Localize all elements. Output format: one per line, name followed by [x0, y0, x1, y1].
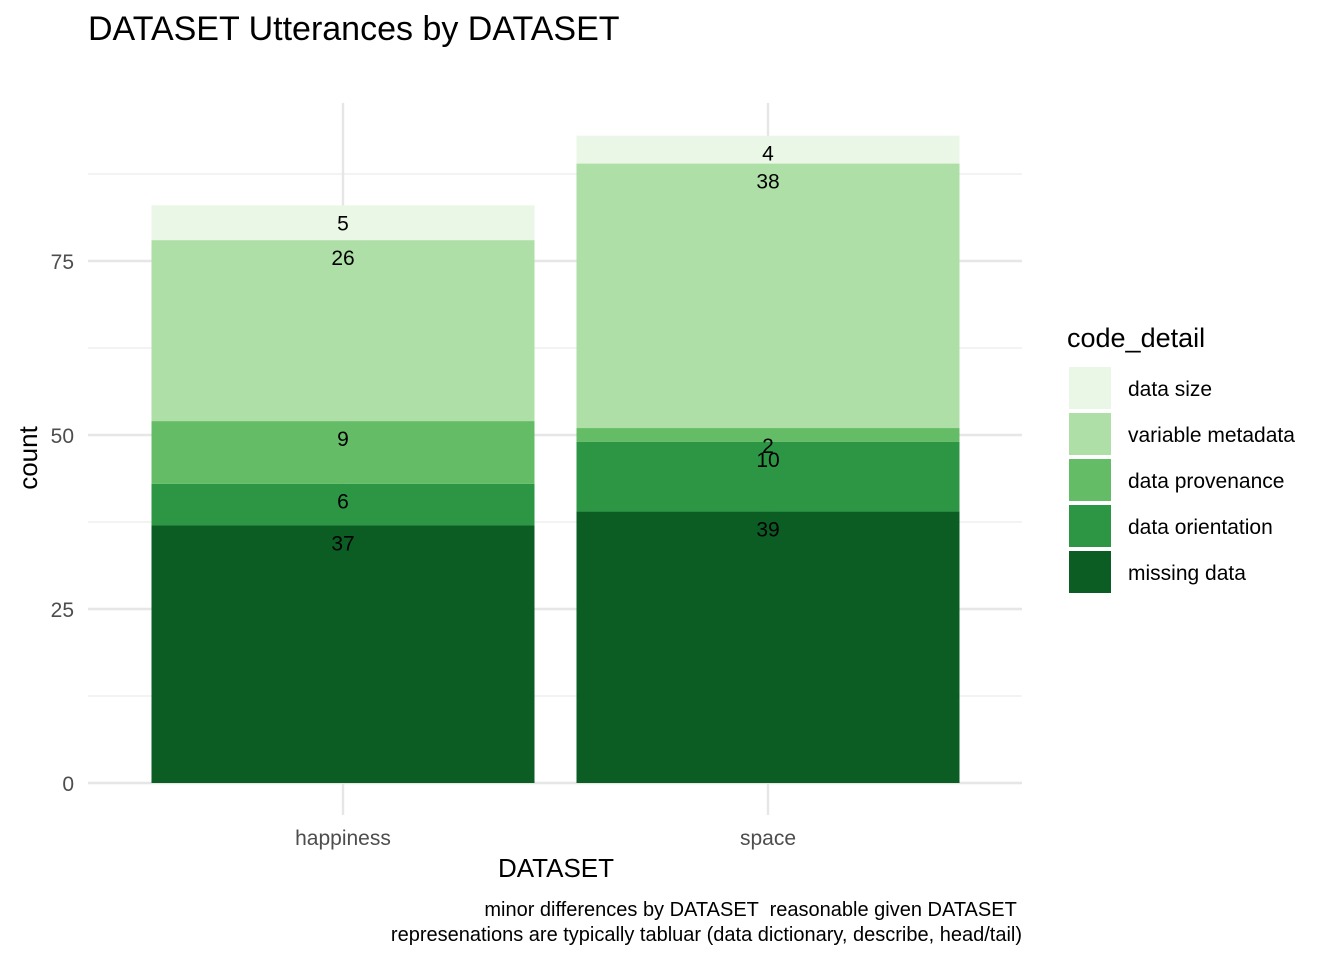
legend-title: code_detail [1067, 323, 1205, 353]
x-tick-label: happiness [295, 827, 391, 850]
legend-label: data provenance [1128, 470, 1284, 493]
y-tick-label: 75 [51, 251, 74, 274]
bar-segment-happiness-data-provenance [151, 421, 535, 484]
y-axis-ticks: 0 25 50 75 [51, 251, 74, 796]
bar-value-label: 39 [756, 519, 779, 542]
y-tick-label: 0 [62, 773, 74, 796]
legend-label: data orientation [1128, 516, 1273, 539]
caption-line-2: represenations are typically tabluar (da… [391, 924, 1022, 946]
bar-segment-space-data-size [576, 135, 960, 164]
bar-value-label: 37 [331, 532, 354, 555]
x-axis-ticks: happiness space [295, 827, 796, 850]
legend-key-missing-data [1069, 551, 1111, 593]
bar-value-label: 9 [337, 428, 349, 451]
legend-label: missing data [1128, 562, 1246, 585]
x-axis-title: DATASET [498, 853, 614, 883]
bar-value-label: 6 [337, 491, 349, 514]
bar-segment-space-missing-data [576, 511, 960, 783]
bar-value-label: 26 [331, 247, 354, 270]
legend-label: data size [1128, 378, 1212, 401]
bar-segment-happiness-data-orientation [151, 483, 535, 526]
legend-key-data-size [1069, 367, 1111, 409]
legend-key-data-provenance [1069, 459, 1111, 501]
bar-value-label: 10 [756, 449, 779, 472]
bar-value-label: 5 [337, 212, 349, 235]
legend-label: variable metadata [1128, 424, 1295, 447]
bar-segment-space-data-provenance [576, 428, 960, 442]
bar-segment-happiness-data-size [151, 205, 535, 241]
bar-segment-space-variable-metadata [576, 163, 960, 429]
legend-key-data-orientation [1069, 505, 1111, 547]
bar-value-label: 2 [762, 435, 774, 458]
y-tick-label: 50 [51, 425, 74, 448]
chart-title: DATASET Utterances by DATASET [88, 10, 620, 48]
y-tick-label: 25 [51, 599, 74, 622]
legend: code_detail data size variable metadata da… [1067, 323, 1295, 593]
bar-segment-happiness-variable-metadata [151, 240, 535, 422]
bar-value-label: 4 [762, 143, 774, 166]
bar-segment-happiness-missing-data [151, 525, 535, 783]
bar-segment-space-data-orientation [576, 441, 960, 512]
legend-key-variable-metadata [1069, 413, 1111, 455]
y-axis-title: count [13, 425, 43, 489]
bars [151, 135, 960, 783]
x-tick-label: space [740, 827, 796, 850]
bar-value-label: 38 [756, 171, 779, 194]
caption-line-1: minor differences by DATASET reasonable … [484, 899, 1022, 921]
bar-value-labels: 37 6 9 26 5 39 102 38 4 [331, 143, 779, 556]
